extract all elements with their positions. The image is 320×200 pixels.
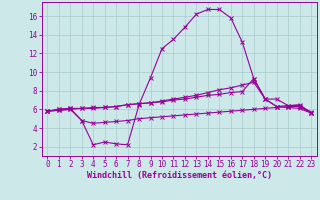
X-axis label: Windchill (Refroidissement éolien,°C): Windchill (Refroidissement éolien,°C) (87, 171, 272, 180)
